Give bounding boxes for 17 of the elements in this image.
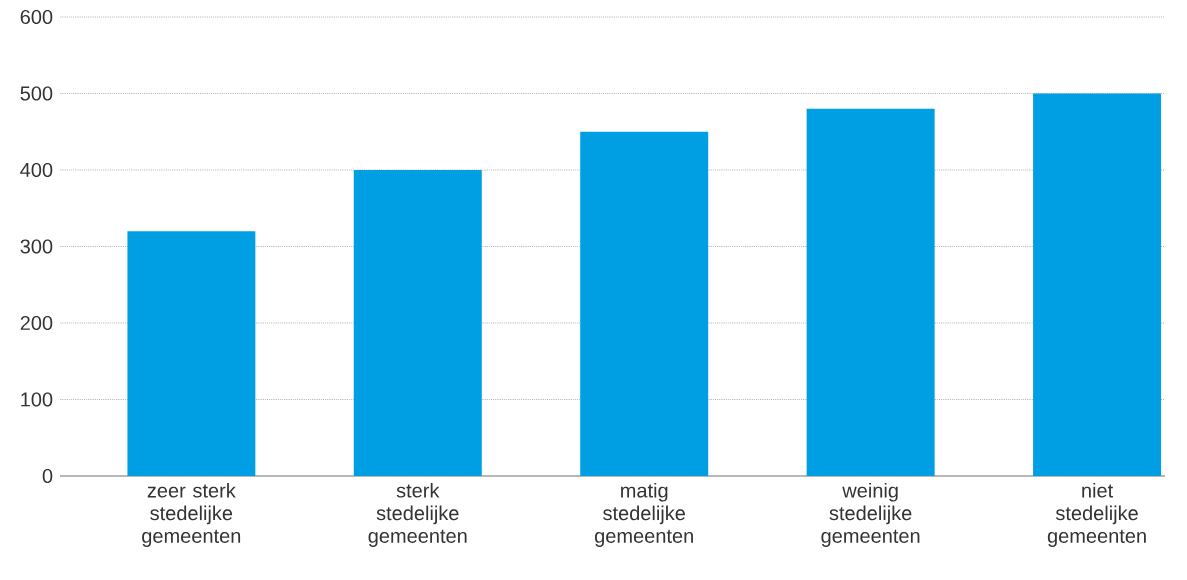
x-tick-label: sterk stedelijke gemeenten — [368, 482, 467, 547]
bar — [1033, 93, 1162, 476]
bar — [127, 231, 256, 476]
bar — [580, 131, 709, 476]
y-tick-label: 0 — [42, 468, 53, 484]
x-tick-label: matig stedelijke gemeenten — [595, 482, 693, 547]
bar — [806, 108, 935, 476]
x-tick-label: weinig stedelijke gemeenten — [821, 482, 920, 547]
y-tick-label: 200 — [20, 315, 53, 331]
y-tick-label: 500 — [20, 86, 53, 101]
y-tick-label: 400 — [20, 162, 53, 178]
y-tick-label: 100 — [21, 392, 53, 407]
y-tick-label: 600 — [20, 9, 53, 25]
bar — [353, 169, 482, 476]
x-tick-label: niet stedelijke gemeenten — [1047, 482, 1146, 547]
x-tick-label: zeer sterk stedelijke gemeenten — [142, 482, 241, 547]
y-tick-label: 300 — [20, 239, 53, 254]
